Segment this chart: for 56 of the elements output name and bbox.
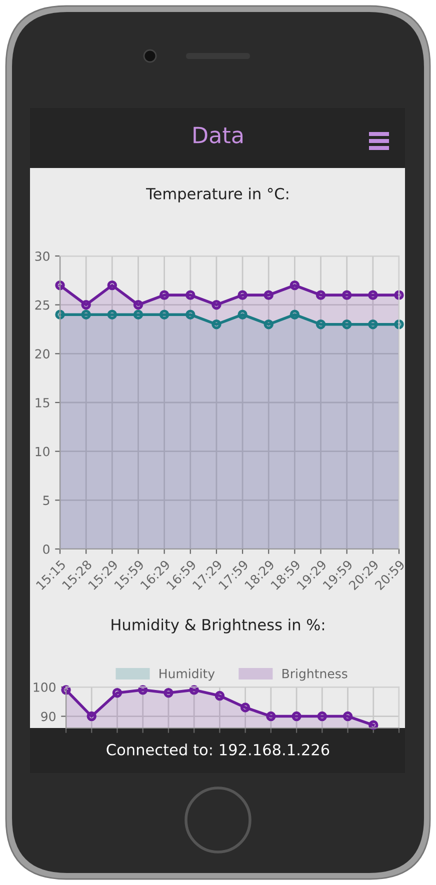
point <box>266 711 276 722</box>
point <box>342 290 352 300</box>
point <box>292 711 302 722</box>
point <box>264 320 274 330</box>
point <box>394 290 404 300</box>
point <box>290 310 300 320</box>
point <box>394 320 404 330</box>
point <box>368 720 378 730</box>
point <box>133 300 144 310</box>
point <box>368 320 378 330</box>
point <box>317 711 328 722</box>
point <box>212 320 222 330</box>
y-tick-label: 25 <box>35 300 50 310</box>
y-tick-label: 5 <box>43 496 50 506</box>
point <box>238 290 248 300</box>
point <box>81 310 91 320</box>
point <box>264 290 274 300</box>
legend-label: Brightness <box>282 668 348 681</box>
point <box>186 290 196 300</box>
point <box>159 290 170 300</box>
point <box>240 702 250 712</box>
text: Data <box>194 126 243 144</box>
point <box>342 711 353 722</box>
chart-title: Humidity & Brightness in %: <box>112 618 324 634</box>
point <box>164 688 174 698</box>
point <box>107 310 118 320</box>
point <box>290 280 300 290</box>
point <box>342 320 352 330</box>
point <box>112 688 122 698</box>
point <box>159 310 170 320</box>
y-tick-label: 10 <box>36 446 50 456</box>
point <box>55 280 65 290</box>
y-tick-label: 100 <box>34 682 56 692</box>
point <box>186 310 196 320</box>
point <box>81 300 91 310</box>
point <box>316 320 326 330</box>
y-tick-label: 30 <box>35 251 50 261</box>
point <box>55 310 65 320</box>
point <box>214 690 225 701</box>
point <box>107 280 118 290</box>
point <box>138 685 148 695</box>
point <box>133 310 144 320</box>
point <box>212 300 222 310</box>
chart-title: Temperature in °C: <box>146 188 288 202</box>
point <box>316 290 326 300</box>
legend-label: Humidity <box>160 668 215 681</box>
text: Connected to: 192.168.1.226 <box>106 744 330 756</box>
point <box>238 310 248 320</box>
point <box>368 290 378 300</box>
point <box>189 685 199 695</box>
y-tick-label: 15 <box>36 398 50 408</box>
y-tick-label: 90 <box>41 712 56 722</box>
point <box>86 711 96 722</box>
y-tick-label: 0 <box>43 544 50 554</box>
point <box>61 685 71 695</box>
y-tick-label: 20 <box>35 349 50 359</box>
